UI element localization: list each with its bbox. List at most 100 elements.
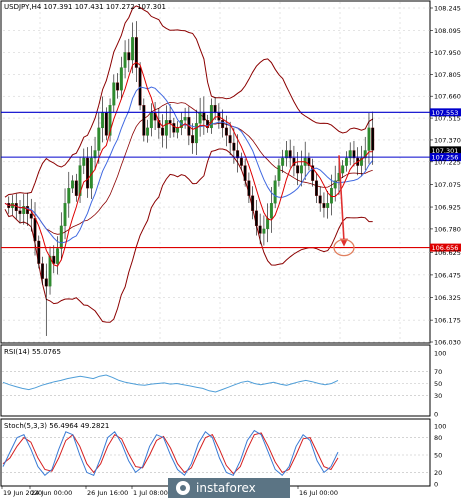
candle-body <box>176 127 180 133</box>
candle-body <box>86 157 89 189</box>
price-tick-label: 106.030 <box>434 339 461 347</box>
price-tick-label: 106.625 <box>434 249 461 257</box>
ohlc-values: 107.391 107.431 107.272 107.301 <box>43 3 167 11</box>
price-axis: 108.245 108.095 107.950 107.805 107.660 107.5… <box>430 5 461 347</box>
watermark-text: instaforex <box>196 481 256 495</box>
candle-body <box>333 180 337 189</box>
rsi-tick-label: 50 <box>434 380 442 388</box>
candle-body <box>104 112 108 136</box>
candle-body <box>112 82 116 106</box>
candle-body <box>318 195 322 204</box>
candle-body <box>326 203 330 208</box>
price-tick-label: 108.095 <box>434 27 461 35</box>
candle-body <box>352 150 356 159</box>
time-tick-label: 19 Jun 2020 <box>3 489 42 497</box>
candle-body <box>269 203 273 219</box>
candle-body <box>149 112 153 129</box>
stoch-levels <box>2 437 429 473</box>
stoch-k-series <box>2 429 339 477</box>
price-tick-label: 107.225 <box>434 158 461 166</box>
candle-body <box>29 213 33 219</box>
candle-body <box>254 210 258 227</box>
candle-body <box>236 150 240 159</box>
candle-body <box>367 127 371 151</box>
price-pane[interactable] <box>0 0 431 344</box>
stoch-tick-label: 80 <box>434 434 442 442</box>
price-tick-label: 106.780 <box>434 225 461 233</box>
stoch-tick-label: 50 <box>434 452 442 460</box>
symbol-header: USDJPY,H4 107.391 107.431 107.272 107.30… <box>4 3 166 11</box>
rsi-pane[interactable] <box>0 344 431 417</box>
rsi-axis: 100 70 50 30 0 <box>434 350 446 419</box>
candle-body <box>33 218 37 242</box>
price-tick-label: 107.075 <box>434 181 461 189</box>
candle-body <box>127 52 131 61</box>
stoch-tick-label: 20 <box>434 469 442 477</box>
price-tag-label: 107.553 <box>432 109 459 117</box>
candle-body <box>284 150 288 159</box>
arrow-head <box>340 238 348 247</box>
candle-body <box>345 157 348 166</box>
forecast-arrow <box>333 155 355 257</box>
candle-body <box>74 180 78 196</box>
candle-body <box>251 195 255 211</box>
candle-body <box>341 165 345 174</box>
candle-body <box>232 142 236 151</box>
price-tag <box>430 146 461 155</box>
rsi-tick-label: 30 <box>434 392 442 400</box>
candle-body <box>101 112 105 129</box>
candle-body <box>116 82 120 91</box>
candle-body <box>131 37 135 61</box>
ma-red <box>4 61 373 267</box>
candle-body <box>281 157 285 166</box>
rsi-line <box>2 374 339 393</box>
price-tick-label: 107.805 <box>434 71 461 79</box>
candle-body <box>59 225 63 249</box>
candle-body <box>348 150 352 159</box>
price-tick-label: 108.245 <box>434 5 461 13</box>
candle-body <box>78 165 82 196</box>
price-tick-label: 107.370 <box>434 136 461 144</box>
price-tag-label: 107.256 <box>432 154 459 162</box>
price-tick-label: 107.950 <box>434 49 461 57</box>
candle-body <box>134 37 138 68</box>
candle-body <box>202 112 206 121</box>
candle-body <box>262 228 266 234</box>
candle-body <box>41 263 44 279</box>
candle-body <box>56 248 59 264</box>
price-tick-label: 106.475 <box>434 271 461 279</box>
candle-body <box>228 135 232 144</box>
time-tick-label: 26 Jun 16:00 <box>87 489 128 497</box>
candle-body <box>360 157 363 166</box>
time-tick-label: 1 Jul 08:00 <box>133 489 168 497</box>
candle-body <box>119 67 123 91</box>
symbol-label: USDJPY,H4 <box>4 3 42 11</box>
candle-body <box>266 218 270 230</box>
candle-body <box>247 180 251 196</box>
stoch-pane[interactable] <box>0 418 431 487</box>
watermark: instaforex <box>168 478 290 498</box>
rsi-tick-label: 100 <box>434 350 446 358</box>
candle-body <box>138 67 142 106</box>
candlestick-series <box>7 21 375 336</box>
candle-body <box>172 123 176 133</box>
candle-body <box>97 127 101 151</box>
rsi-levels <box>2 370 429 397</box>
time-tick-label: 16 Jul 00:00 <box>299 489 338 497</box>
price-tag <box>430 153 461 162</box>
candle-body <box>164 120 168 136</box>
candle-body <box>93 150 97 159</box>
price-tick-label: 107.660 <box>434 93 461 101</box>
time-tick-label: 24 Jun 00:00 <box>31 489 72 497</box>
candle-body <box>18 210 22 214</box>
price-tag-label: 107.301 <box>432 147 459 155</box>
candle-body <box>161 127 165 136</box>
candle-body <box>371 127 375 151</box>
candle-body <box>292 157 296 166</box>
price-grid <box>3 2 430 343</box>
stoch-d-series <box>2 432 339 475</box>
